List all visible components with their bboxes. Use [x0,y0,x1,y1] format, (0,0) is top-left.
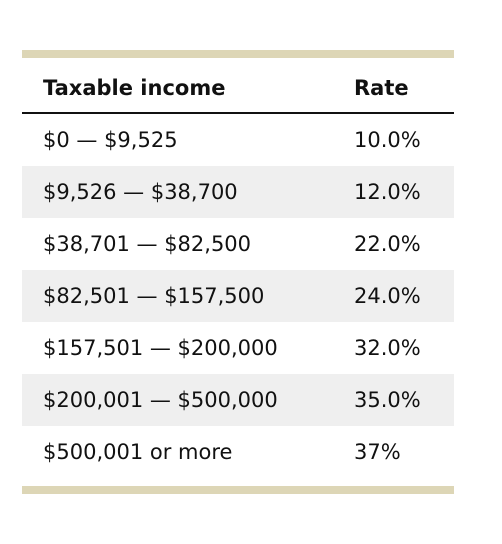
rate-cell: 32.0% [354,336,421,360]
table-row: $38,701 — $82,500 22.0% [22,218,454,270]
bottom-rule [22,486,454,494]
table-row: $9,526 — $38,700 12.0% [22,166,454,218]
income-cell: $157,501 — $200,000 [43,336,278,360]
table-header: Taxable income Rate [22,58,454,114]
table-row: $0 — $9,525 10.0% [22,114,454,166]
top-rule [22,50,454,58]
table-body: $0 — $9,525 10.0% $9,526 — $38,700 12.0%… [22,114,454,478]
income-cell: $200,001 — $500,000 [43,388,278,412]
income-cell: $9,526 — $38,700 [43,180,238,204]
table-row: $157,501 — $200,000 32.0% [22,322,454,374]
table-row: $82,501 — $157,500 24.0% [22,270,454,322]
rate-cell: 12.0% [354,180,421,204]
rate-cell: 35.0% [354,388,421,412]
header-rate: Rate [354,76,409,100]
table-row: $500,001 or more 37% [22,426,454,478]
header-taxable-income: Taxable income [43,76,226,100]
rate-cell: 37% [354,440,401,464]
income-cell: $0 — $9,525 [43,128,178,152]
table-row: $200,001 — $500,000 35.0% [22,374,454,426]
income-cell: $38,701 — $82,500 [43,232,252,256]
rate-cell: 24.0% [354,284,421,308]
rate-cell: 22.0% [354,232,421,256]
tax-bracket-table: Taxable income Rate $0 — $9,525 10.0% $9… [22,50,454,494]
income-cell: $82,501 — $157,500 [43,284,265,308]
income-cell: $500,001 or more [43,440,233,464]
rate-cell: 10.0% [354,128,421,152]
